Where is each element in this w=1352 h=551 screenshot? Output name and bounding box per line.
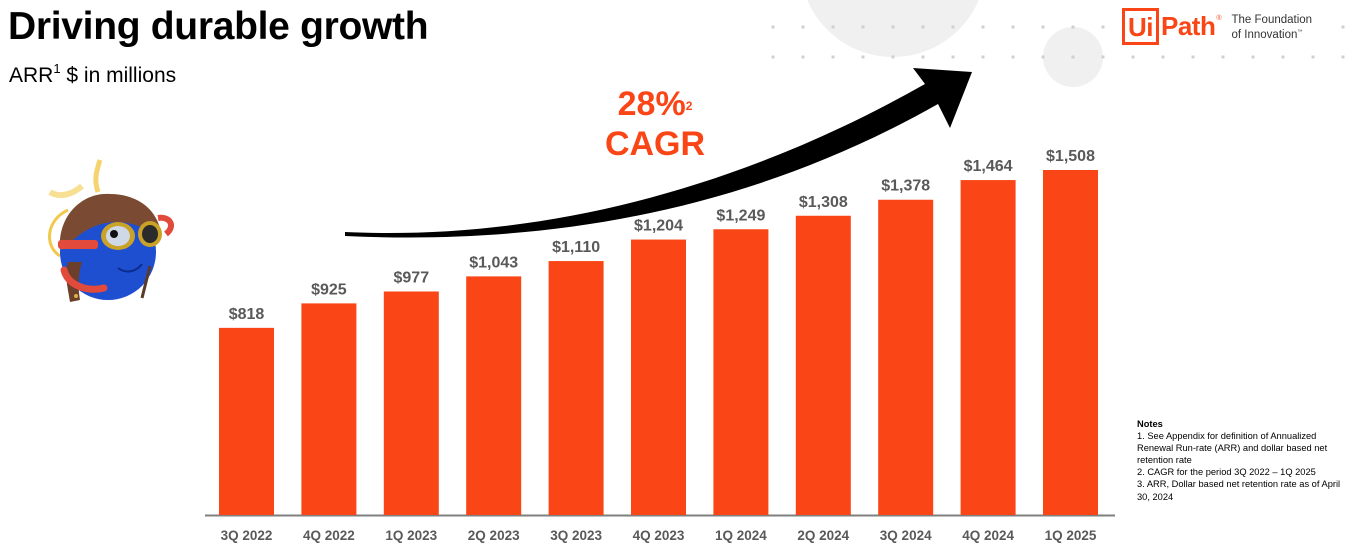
data-label: $1,043 [469,254,518,271]
data-label: $1,249 [716,207,765,224]
deco-dot [831,25,835,29]
deco-dot [1041,55,1045,59]
x-tick-label: 2Q 2023 [468,528,520,543]
deco-dot [921,25,925,29]
bar-3q-2023 [548,261,604,515]
data-label: $977 [394,269,430,286]
data-label: $1,308 [799,194,848,211]
deco-dot [831,55,835,59]
deco-dot [1071,25,1075,29]
deco-dot [1011,25,1015,29]
x-tick-label: 4Q 2022 [303,528,355,543]
x-tick-label: 1Q 2023 [385,528,437,543]
deco-dot [1041,25,1045,29]
logo-wordmark: Path [1161,11,1216,41]
deco-dot [1221,55,1225,59]
subtitle-prefix: ARR [9,64,54,87]
bar-2q-2023 [466,276,522,515]
x-tick-label: 2Q 2024 [797,528,849,543]
x-tick-label: 4Q 2023 [633,528,685,543]
logo-mark: Ui [1122,8,1159,45]
aviator-mascot-icon [48,159,175,302]
notes-title: Notes [1137,419,1163,429]
deco-dot [891,25,895,29]
deco-dot [951,55,955,59]
data-label: $1,464 [964,158,1013,175]
deco-dot [771,55,775,59]
deco-dot [1191,55,1195,59]
x-tick-label: 1Q 2025 [1045,528,1097,543]
x-tick-label: 3Q 2023 [550,528,602,543]
bar-4q-2023 [631,239,686,515]
deco-dot [921,55,925,59]
footnotes: Notes 1. See Appendix for definition of … [1137,418,1347,503]
note-item: 1. See Appendix for definition of Annual… [1137,431,1328,466]
deco-dot [1341,55,1345,59]
deco-dot [801,25,805,29]
cagr-label: CAGR [604,125,706,163]
deco-dot [1251,55,1255,59]
deco-dot-grid [771,25,1345,59]
x-tick-label: 4Q 2024 [962,528,1014,543]
bar-3q-2024 [878,199,934,515]
logo-tagline: The Foundation of Innovation™ [1232,14,1313,41]
deco-dot [861,55,865,59]
deco-dot [1011,55,1015,59]
deco-dot [861,25,865,29]
bar-4q-2024 [960,180,1016,515]
subtitle-suffix: $ in millions [60,64,177,87]
bar-3q-2022 [219,327,274,515]
deco-dot [981,55,985,59]
data-label: $1,378 [881,178,930,195]
page-title: Driving durable growth [8,5,429,48]
bar-4q-2022 [301,303,357,515]
data-labels: $818 $925 $977 $1,043 $1,110 $1,204 $1,249 $1,3… [229,148,1095,323]
x-tick-label: 1Q 2024 [715,528,767,543]
data-label: $818 [229,306,265,323]
deco-dot [1131,55,1135,59]
data-label: $1,508 [1046,148,1095,165]
note-item: 2. CAGR for the period 3Q 2022 – 1Q 2025 [1137,467,1316,478]
cagr-footnote: 2 [685,99,693,113]
x-tick-label: 3Q 2022 [221,528,273,543]
deco-dot [1281,55,1285,59]
note-item: 3. ARR, Dollar based net retention rate … [1137,479,1341,502]
deco-dot [1341,25,1345,29]
subtitle-footnote: 1 [53,61,61,76]
uipath-logo: Ui Path ® The Foundation of Innovation™ [1122,8,1312,45]
data-label: $1,204 [634,218,683,235]
deco-dot [771,25,775,29]
deco-dot [1161,55,1165,59]
data-label: $925 [311,281,347,298]
deco-dot [1101,25,1105,29]
logo-tagline-line2: of Innovation [1231,28,1298,41]
deco-dot [1101,55,1105,59]
deco-dot [1311,55,1315,59]
cagr-value: 28% [617,85,686,123]
curved-arrow-up-right-icon [345,68,972,238]
logo-trademark: ™ [1297,29,1303,35]
deco-dot [981,25,985,29]
deco-dot [891,55,895,59]
bar-2q-2024 [795,215,851,515]
logo-tagline-line1: The Foundation [1231,14,1313,26]
bar-1q-2023 [383,291,439,515]
logo-registered: ® [1216,15,1222,22]
bar-1q-2024 [713,229,769,516]
x-axis-tick-labels: 3Q 2022 4Q 2022 1Q 2023 2Q 2023 3Q 2023 4Q 20… [221,528,1097,543]
x-tick-label: 3Q 2024 [880,528,932,543]
chart-subtitle: ARR1 $ in millions [9,62,176,90]
deco-dot [801,55,805,59]
bar-series [219,170,1098,516]
cagr-callout: 28%2 CAGR [580,84,730,164]
bar-1q-2025 [1043,170,1098,515]
deco-dot [951,25,955,29]
data-label: $1,110 [552,239,600,256]
deco-dot [1071,55,1075,59]
